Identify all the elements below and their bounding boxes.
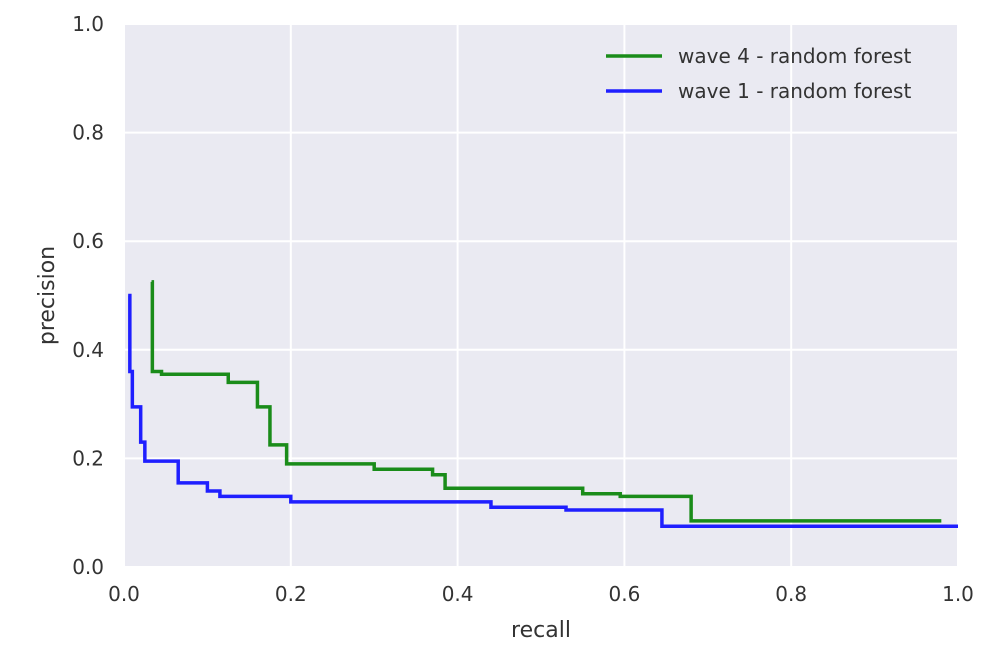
x-axis-label: recall (511, 618, 571, 643)
x-tick-label: 0.6 (608, 582, 640, 606)
x-tick-label: 0.8 (775, 582, 807, 606)
series-line-1 (128, 293, 958, 529)
series-line-0 (150, 280, 942, 523)
y-tick-label: 1.0 (72, 12, 104, 36)
x-tick-label: 0.4 (442, 582, 474, 606)
y-tick-label: 0.4 (72, 338, 104, 362)
plot-background (124, 24, 958, 567)
tick-labels: 0.0 0.2 0.4 0.6 0.8 1.0 0.0 0.2 0.4 0.6 0.8 1.0 (72, 12, 974, 606)
grid-lines (123, 23, 959, 568)
x-tick-label: 0.2 (275, 582, 307, 606)
y-tick-label: 0.0 (72, 555, 104, 579)
x-tick-label: 0.0 (108, 582, 140, 606)
y-axis-label: precision (35, 246, 60, 345)
y-tick-label: 0.6 (72, 229, 104, 253)
series-layer (128, 280, 958, 529)
legend-label-0: wave 4 - random forest (678, 44, 911, 68)
y-tick-label: 0.2 (72, 446, 104, 470)
legend-label-1: wave 1 - random forest (678, 79, 911, 103)
legend: wave 4 - random forest wave 1 - random fo… (606, 44, 911, 103)
y-tick-label: 0.8 (72, 121, 104, 145)
x-tick-label: 1.0 (942, 582, 974, 606)
